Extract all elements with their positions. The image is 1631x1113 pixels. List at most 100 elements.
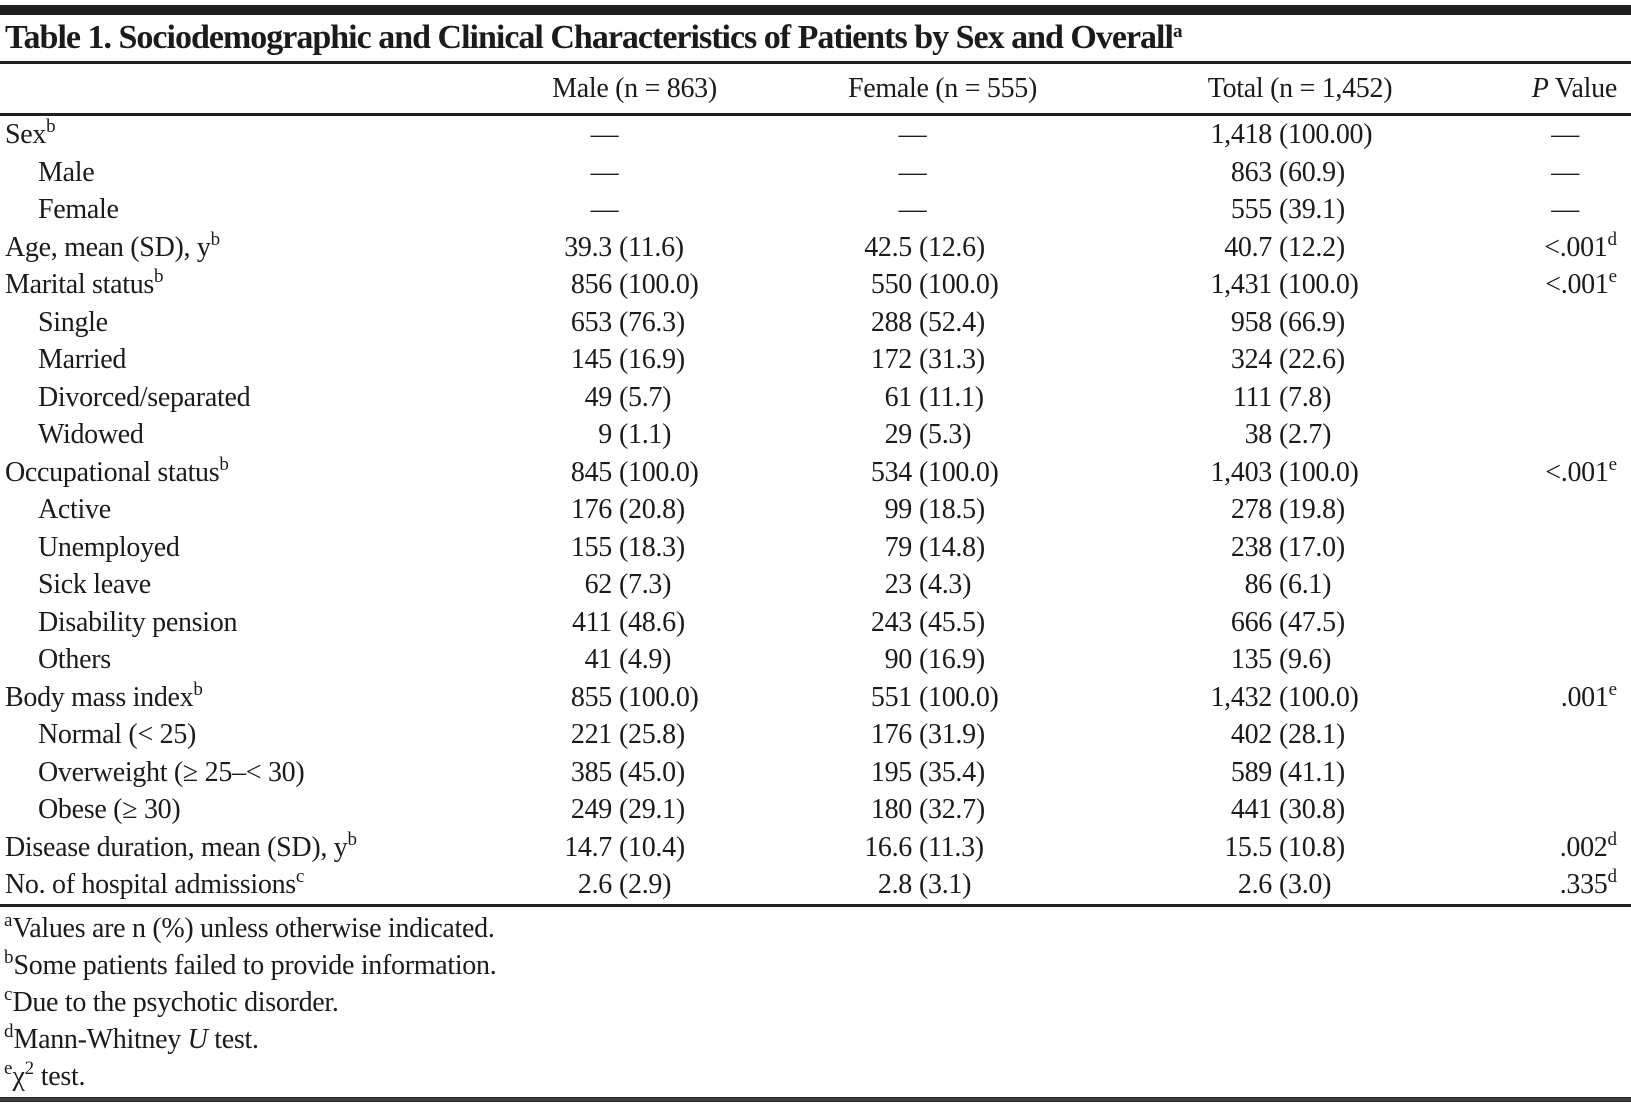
- row-label: Unemployed: [5, 529, 523, 567]
- column-header-female: Female (n = 555): [847, 73, 1038, 104]
- cell-total: 2.6 (3.0): [1150, 866, 1390, 904]
- table-row: No. of hospital admissionsc 2.6 (2.9) 2.8 (3…: [0, 866, 1631, 904]
- cell-total: 238 (17.0): [1150, 529, 1390, 567]
- cell-percent: (66.9): [1279, 306, 1345, 338]
- cell-percent: (100.0): [919, 456, 999, 488]
- row-label-text: No. of hospital admissions: [5, 869, 296, 900]
- cell-male: 176 (20.8): [497, 491, 712, 529]
- footnote-text: χ: [12, 1061, 25, 1092]
- row-footnote-mark: b: [210, 228, 221, 250]
- table-row: Divorced/separated 49 (5.7) 61 (11.1) 111 (7.8…: [0, 379, 1631, 417]
- cell-female: 172 (31.3): [795, 341, 1030, 379]
- pvalue-header-italic-p: P: [1531, 73, 1549, 104]
- row-label-text: Widowed: [38, 419, 144, 450]
- table-row: Unemployed 155 (18.3) 79 (14.8) 238 (17.0): [0, 529, 1631, 567]
- cell-male: 221 (25.8): [497, 716, 712, 754]
- cell-percent: (22.6): [1279, 344, 1345, 375]
- cell-percent: (19.8): [1279, 494, 1345, 525]
- cell-count: 29: [884, 419, 913, 450]
- footnote-text: Some patients failed to provide informat…: [13, 950, 497, 981]
- cell-female: 42.5 (12.6): [795, 229, 1030, 267]
- em-dash: —: [898, 119, 927, 150]
- footnote-text: Values are n (%) unless otherwise indica…: [12, 913, 495, 944]
- cell-percent: (52.4): [919, 306, 985, 338]
- cell-count: 195: [870, 756, 912, 788]
- cell-total: 589 (41.1): [1150, 754, 1390, 792]
- cell-male: 62 (7.3): [497, 566, 712, 604]
- cell-female: 29 (5.3): [795, 416, 1030, 454]
- cell-pvalue: —: [1400, 154, 1617, 192]
- footnote-text: 2: [24, 1058, 35, 1079]
- cell-count: 16.6: [864, 831, 912, 863]
- table-title-text: Table 1. Sociodemographic and Clinical C…: [5, 19, 1174, 56]
- cell-percent: (30.8): [1279, 794, 1345, 825]
- row-label: Normal (< 25): [5, 716, 523, 754]
- cell-count: 41: [584, 644, 613, 675]
- cell-pvalue: .001e: [1400, 679, 1617, 717]
- cell-percent: (41.1): [1279, 756, 1345, 788]
- cell-percent: (100.0): [619, 269, 699, 300]
- cell-percent: (18.3): [619, 531, 685, 563]
- cell-percent: (39.1): [1279, 194, 1345, 225]
- footnote-mark: c: [4, 984, 13, 1005]
- cell-count: 221: [570, 719, 612, 750]
- cell-percent: (7.8): [1279, 381, 1332, 413]
- cell-male: 845 (100.0): [497, 454, 712, 492]
- row-label: Widowed: [5, 416, 523, 454]
- cell-male: 155 (18.3): [497, 529, 712, 567]
- table-body: Sexb — —1,418 (100.00) — Male — —863 (60.9) — Fema…: [0, 116, 1631, 904]
- row-label-text: Obese (≥ 30): [38, 794, 181, 825]
- row-label: Marital statusb: [5, 266, 490, 304]
- cell-count: 249: [570, 794, 612, 825]
- cell-percent: (35.4): [919, 756, 985, 788]
- table-row: Overweight (≥ 25–< 30) 385 (45.0) 195 (35.4)…: [0, 754, 1631, 792]
- cell-male: 411 (48.6): [497, 604, 712, 642]
- cell-pvalue: <.001d: [1400, 229, 1617, 267]
- column-header-total: Total (n = 1,452): [1207, 73, 1393, 104]
- rule-under-title: [0, 61, 1631, 64]
- cell-total: 86 (6.1): [1150, 566, 1390, 604]
- table-row: Marital statusb 856 (100.0) 550 (100.0) 1,431…: [0, 266, 1631, 304]
- em-dash: —: [590, 194, 619, 225]
- cell-pvalue: .002d: [1400, 829, 1617, 867]
- cell-count: 958: [1230, 306, 1272, 338]
- cell-percent: (12.6): [919, 231, 985, 263]
- cell-count: 14.7: [564, 831, 612, 863]
- cell-female: 79 (14.8): [795, 529, 1030, 567]
- em-dash: —: [1551, 194, 1579, 225]
- row-footnote-mark: b: [154, 266, 164, 287]
- cell-percent: (3.1): [919, 869, 972, 900]
- cell-pvalue: [1400, 529, 1617, 567]
- cell-male: 249 (29.1): [497, 791, 712, 829]
- cell-female: 195 (35.4): [795, 754, 1030, 792]
- cell-pvalue: [1400, 379, 1617, 417]
- table-row: Occupational statusb 845 (100.0) 534 (100.0)…: [0, 454, 1631, 492]
- cell-female: 180 (32.7): [795, 791, 1030, 829]
- cell-count: 653: [570, 306, 612, 338]
- cell-total: 135 (9.6): [1150, 641, 1390, 679]
- cell-count: 324: [1230, 344, 1272, 375]
- footnote-mark: d: [4, 1021, 14, 1042]
- footnote-mark: a: [4, 910, 13, 931]
- pvalue-footnote-mark: d: [1607, 866, 1618, 887]
- em-dash: —: [1551, 119, 1579, 150]
- row-label-text: Overweight (≥ 25–< 30): [38, 756, 305, 788]
- row-label-text: Single: [38, 306, 108, 338]
- footnote-text: test.: [207, 1024, 259, 1055]
- row-label: Obese (≥ 30): [5, 791, 523, 829]
- cell-female: 2.8 (3.1): [795, 866, 1030, 904]
- cell-count: 15.5: [1224, 831, 1272, 863]
- cell-count: 90: [884, 644, 913, 675]
- cell-male: 41 (4.9): [497, 641, 712, 679]
- cell-percent: (100.0): [1279, 456, 1359, 488]
- cell-count: 551: [870, 681, 912, 713]
- cell-count: 40.7: [1224, 231, 1272, 263]
- row-label: Male: [5, 154, 523, 192]
- row-footnote-mark: b: [347, 828, 357, 850]
- cell-percent: (16.9): [619, 344, 685, 375]
- pvalue-header-rest: Value: [1548, 73, 1618, 104]
- footnote: cDue to the psychotic disorder.: [4, 984, 1624, 1023]
- pvalue-footnote-mark: e: [1608, 266, 1617, 287]
- cell-male: 653 (76.3): [497, 304, 712, 342]
- cell-total: 324 (22.6): [1150, 341, 1390, 379]
